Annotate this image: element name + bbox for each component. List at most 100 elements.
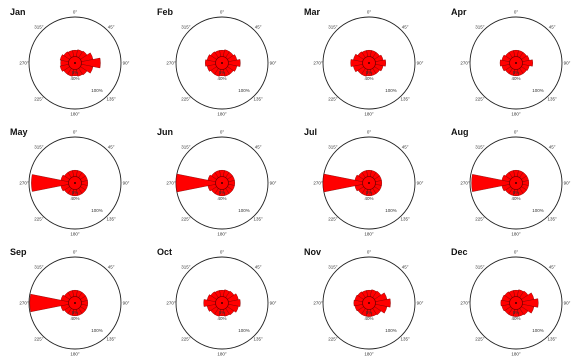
petal-jan-90 bbox=[74, 57, 101, 69]
month-label: Aug bbox=[451, 127, 469, 137]
angle-tick-label: 180° bbox=[511, 112, 521, 117]
month-label: Apr bbox=[451, 7, 467, 17]
petal-may-270 bbox=[31, 174, 76, 192]
month-label: Jul bbox=[304, 127, 317, 137]
panel-feb: Feb 0° 45° 90° 135° 180° 225° 270° 315° 5%40% 100% bbox=[157, 7, 277, 117]
petal-aug-270 bbox=[471, 174, 517, 192]
angle-tick-label: 315° bbox=[34, 145, 44, 150]
angle-tick-label: 45° bbox=[549, 145, 556, 150]
angle-tick-label: 90° bbox=[123, 301, 130, 306]
angle-tick-label: 315° bbox=[328, 25, 338, 30]
radius-tick-label: 5% bbox=[513, 70, 520, 75]
angle-tick-label: 180° bbox=[70, 232, 80, 237]
petal-dec-270 bbox=[500, 299, 517, 307]
angle-tick-label: 225° bbox=[328, 97, 338, 102]
radius-tick-label: 100% bbox=[532, 208, 544, 213]
radius-tick-label: 40% bbox=[511, 196, 520, 201]
angle-tick-label: 135° bbox=[400, 97, 410, 102]
petal-mar-270 bbox=[350, 59, 370, 67]
angle-tick-label: 315° bbox=[34, 265, 44, 270]
radius-tick-label: 5% bbox=[219, 310, 226, 315]
month-label: Oct bbox=[157, 247, 172, 257]
angle-tick-label: 0° bbox=[514, 10, 519, 15]
center-dot bbox=[368, 302, 370, 304]
angle-tick-label: 135° bbox=[400, 217, 410, 222]
petal-nov-270 bbox=[353, 299, 370, 307]
angle-tick-label: 135° bbox=[106, 97, 116, 102]
petal-oct-90 bbox=[221, 299, 241, 307]
month-label: Dec bbox=[451, 247, 468, 257]
center-dot bbox=[74, 62, 76, 64]
radius-tick-label: 40% bbox=[217, 76, 226, 81]
angle-tick-label: 90° bbox=[270, 181, 277, 186]
angle-tick-label: 135° bbox=[106, 337, 116, 342]
angle-tick-label: 270° bbox=[19, 61, 29, 66]
angle-tick-label: 225° bbox=[181, 217, 191, 222]
angle-tick-label: 270° bbox=[19, 301, 29, 306]
angle-tick-label: 270° bbox=[460, 301, 470, 306]
panel-aug: Aug 0° 45° 90° 135° 180° 225° 270° 315° 5%40% 100% bbox=[451, 127, 571, 237]
month-label: May bbox=[10, 127, 28, 137]
petal-nov-90 bbox=[368, 298, 391, 308]
angle-tick-label: 315° bbox=[475, 265, 485, 270]
angle-tick-label: 225° bbox=[475, 97, 485, 102]
center-dot bbox=[368, 182, 370, 184]
angle-tick-label: 315° bbox=[475, 145, 485, 150]
angle-tick-label: 45° bbox=[255, 265, 262, 270]
angle-tick-label: 90° bbox=[270, 301, 277, 306]
angle-tick-label: 90° bbox=[123, 181, 130, 186]
angle-tick-label: 45° bbox=[108, 25, 115, 30]
panel-jul: Jul 0° 45° 90° 135° 180° 225° 270° 315° 5%40% 100% bbox=[304, 127, 424, 237]
angle-tick-label: 45° bbox=[255, 145, 262, 150]
angle-tick-label: 0° bbox=[367, 250, 372, 255]
angle-tick-label: 270° bbox=[313, 181, 323, 186]
radius-tick-label: 5% bbox=[72, 70, 79, 75]
angle-tick-label: 90° bbox=[564, 181, 571, 186]
petal-jun-270 bbox=[175, 173, 223, 193]
radius-tick-label: 5% bbox=[72, 190, 79, 195]
angle-tick-label: 0° bbox=[367, 130, 372, 135]
angle-tick-label: 90° bbox=[564, 301, 571, 306]
angle-tick-label: 135° bbox=[106, 217, 116, 222]
petal-dec-90 bbox=[515, 298, 539, 308]
month-label: Jun bbox=[157, 127, 173, 137]
center-dot bbox=[221, 62, 223, 64]
panel-jan: Jan 0° 45° 90° 135° 180° 225° 270° 315° 5%40% 100% bbox=[10, 7, 130, 117]
radius-tick-label: 5% bbox=[219, 190, 226, 195]
angle-tick-label: 180° bbox=[217, 112, 227, 117]
radius-tick-label: 5% bbox=[513, 190, 520, 195]
angle-tick-label: 180° bbox=[217, 352, 227, 357]
angle-tick-label: 135° bbox=[253, 217, 263, 222]
center-dot bbox=[74, 182, 76, 184]
month-label: Mar bbox=[304, 7, 321, 17]
angle-tick-label: 225° bbox=[34, 337, 44, 342]
panel-may: May 0° 45° 90° 135° 180° 225° 270° 315° 5%40% 100% bbox=[10, 127, 130, 237]
angle-tick-label: 0° bbox=[514, 250, 519, 255]
radius-tick-label: 100% bbox=[91, 328, 103, 333]
radius-tick-label: 40% bbox=[364, 76, 373, 81]
radius-tick-label: 40% bbox=[70, 196, 79, 201]
radius-tick-label: 40% bbox=[217, 196, 226, 201]
angle-tick-label: 180° bbox=[364, 112, 374, 117]
angle-tick-label: 90° bbox=[417, 61, 424, 66]
panel-jun: Jun 0° 45° 90° 135° 180° 225° 270° 315° 5%40% 100% bbox=[157, 127, 277, 237]
panel-mar: Mar 0° 45° 90° 135° 180° 225° 270° 315° 5%40% 100% bbox=[304, 7, 424, 117]
angle-tick-label: 45° bbox=[108, 145, 115, 150]
angle-tick-label: 90° bbox=[123, 61, 130, 66]
petal-oct-270 bbox=[203, 299, 223, 307]
angle-tick-label: 180° bbox=[70, 112, 80, 117]
angle-tick-label: 180° bbox=[70, 352, 80, 357]
angle-tick-label: 225° bbox=[328, 217, 338, 222]
angle-tick-label: 135° bbox=[253, 97, 263, 102]
angle-tick-label: 45° bbox=[402, 265, 409, 270]
radius-tick-label: 5% bbox=[72, 310, 79, 315]
angle-tick-label: 0° bbox=[220, 10, 225, 15]
petal-feb-90 bbox=[221, 59, 241, 67]
petal-apr-270 bbox=[499, 59, 517, 67]
radius-tick-label: 100% bbox=[91, 208, 103, 213]
angle-tick-label: 90° bbox=[417, 181, 424, 186]
angle-tick-label: 315° bbox=[475, 25, 485, 30]
month-label: Sep bbox=[10, 247, 27, 257]
radius-tick-label: 5% bbox=[366, 310, 373, 315]
